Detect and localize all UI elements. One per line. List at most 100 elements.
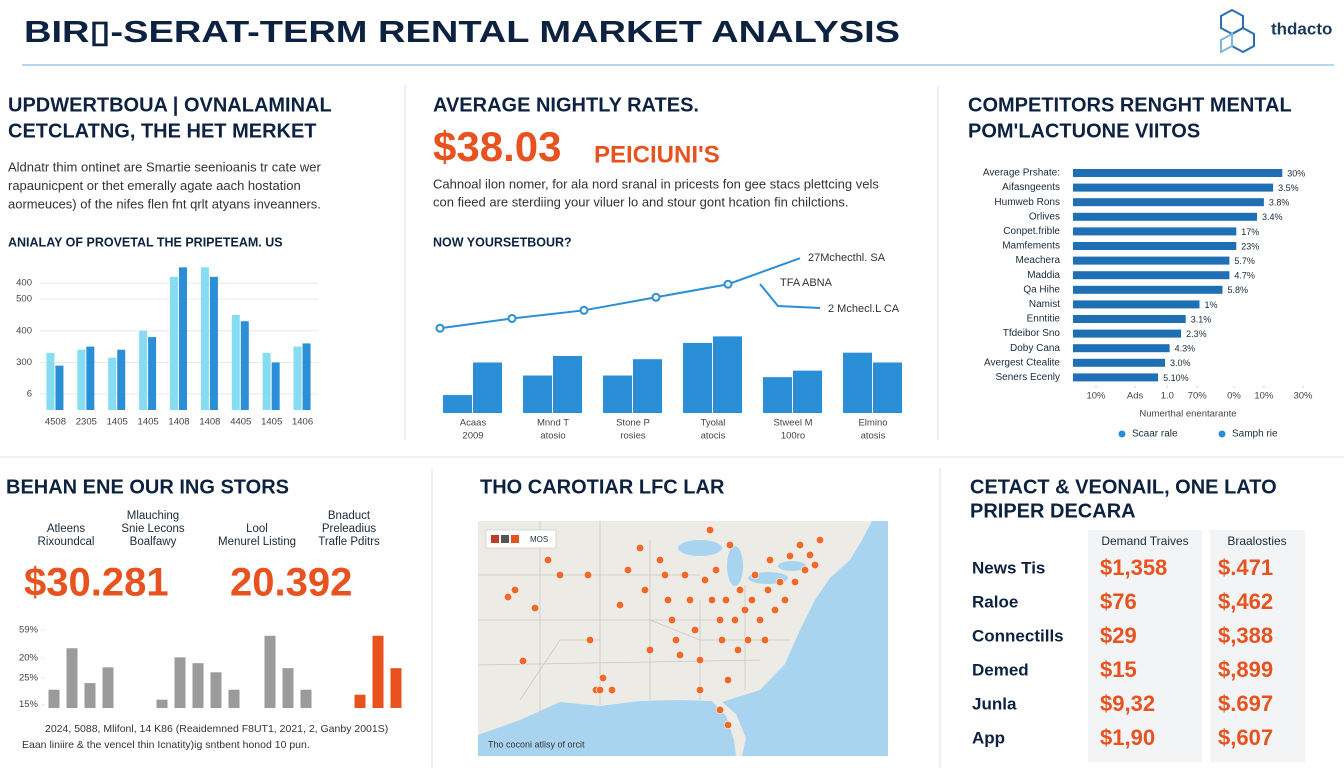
footnote: Eaan liniire & the vencel thin Icnatity)… <box>22 739 310 751</box>
map-marker <box>635 543 645 553</box>
y-tick-label: 400 <box>16 278 32 289</box>
bar <box>209 276 218 410</box>
x-tick-label: 10% <box>1254 391 1274 402</box>
description: aormeuces) of the nifes flen fnt qrlt at… <box>8 196 321 211</box>
value-label: 23% <box>1241 241 1259 251</box>
legend-label: Samph rie <box>1232 429 1278 440</box>
bar <box>302 343 311 410</box>
x-tick-label: 2009 <box>462 431 483 442</box>
map-marker <box>740 605 750 615</box>
map-marker <box>780 595 790 605</box>
map-marker <box>723 675 733 685</box>
map-marker <box>735 585 745 595</box>
map-marker <box>510 585 520 595</box>
panel-title: CETACT & VEONAIL, ONE LATO <box>970 476 1277 498</box>
bar <box>1073 242 1237 250</box>
bar-label: Aifasngeents <box>1002 182 1060 193</box>
bar <box>192 663 204 708</box>
row-label: App <box>972 728 1005 747</box>
map-marker <box>730 615 740 625</box>
map-marker <box>715 615 725 625</box>
map-marker <box>795 540 805 550</box>
bar <box>102 667 114 708</box>
bar-label: Meachera <box>1016 255 1061 266</box>
x-tick-label: Tyolal <box>701 418 726 429</box>
bar <box>1073 169 1283 177</box>
panel-title: UPDWERTBOUA | OVNALAMINAL <box>8 94 332 116</box>
map-marker <box>747 595 757 605</box>
bar <box>48 689 60 708</box>
bar <box>86 346 95 410</box>
map-marker <box>790 577 800 587</box>
bar <box>282 668 294 708</box>
column-label: Lool <box>246 523 268 535</box>
map-marker <box>671 635 681 645</box>
bar-label: Qa Hihe <box>1023 284 1060 295</box>
legend-label: Scaar rale <box>1132 429 1178 440</box>
bar <box>46 352 55 410</box>
x-tick-label: 10% <box>1086 391 1106 402</box>
column-label: Snie Lecons <box>121 523 185 535</box>
bar <box>390 668 402 708</box>
map-marker <box>503 592 513 602</box>
logo-text: thdacto <box>1271 19 1332 38</box>
bar <box>1073 271 1230 280</box>
panel-title: POM'LACTUONE VIITOS <box>968 120 1200 142</box>
map-marker <box>645 645 655 655</box>
cell-value: $1,90 <box>1100 725 1155 750</box>
y-tick-label: 20% <box>19 653 39 664</box>
bar-label: Humweb Rons <box>994 197 1060 208</box>
x-tick-label: atosio <box>540 431 565 442</box>
panel-title: CETCLATNG, THE HET MERKET <box>8 120 317 142</box>
x-tick-label: atosis <box>861 431 886 442</box>
map-marker <box>585 635 595 645</box>
cell-value: $,462 <box>1218 589 1273 614</box>
column-header: Demand Traives <box>1101 534 1188 548</box>
map-marker <box>555 570 565 580</box>
bar <box>1073 212 1257 221</box>
page-title: BIR▯-SERAT-TERM RENTAL MARKET ANALYSIS <box>24 14 900 49</box>
x-tick-label: Mnnd T <box>537 418 569 429</box>
map-caption: Tho coconi atlisy of orcit <box>488 739 585 749</box>
bar-label: Orlives <box>1029 211 1060 222</box>
map-marker <box>715 705 725 715</box>
y-tick-label: 300 <box>16 357 32 368</box>
bar-label: Enntitie <box>1027 314 1061 325</box>
map-marker <box>695 655 705 665</box>
cell-value: $76 <box>1100 589 1137 614</box>
bar-label: Avergest Ctealite <box>984 357 1060 368</box>
x-tick-label: 1405 <box>107 417 128 428</box>
bar <box>200 267 209 410</box>
stat-value: $30.281 <box>24 561 169 605</box>
cell-value: $.471 <box>1218 555 1273 580</box>
bar <box>1073 256 1230 265</box>
bar <box>443 395 472 413</box>
bar <box>1073 373 1159 382</box>
annotation: TFA ABNA <box>780 277 833 289</box>
bar <box>1073 183 1274 192</box>
bar <box>1073 358 1165 367</box>
y-tick-label: 6 <box>27 389 32 400</box>
map-marker <box>717 635 727 645</box>
map-legend: MOS <box>530 535 548 544</box>
value-label: 2.3% <box>1186 329 1207 339</box>
x-tick-label: 4508 <box>45 417 66 428</box>
bar <box>1073 198 1264 207</box>
column-bg <box>1088 530 1202 762</box>
column-label: Boalfawy <box>130 536 177 548</box>
bar-label: Maddia <box>1027 270 1060 281</box>
cell-value: $,899 <box>1218 657 1273 682</box>
annotation: 2 Mchecl.L CA <box>828 303 900 315</box>
y-tick-label: 15% <box>19 699 39 710</box>
bar-label: Conpet.frible <box>1003 226 1060 237</box>
bar <box>84 683 96 708</box>
map-marker <box>685 595 695 605</box>
map-marker <box>721 595 731 605</box>
bar-label: Seners Ecenly <box>996 372 1060 383</box>
x-tick-label: Stone P <box>616 418 650 429</box>
logo-icon <box>1220 8 1255 54</box>
headline-stat: $38.03 <box>433 123 561 170</box>
description: Cahnoal ilon nomer, for ala nord sranal … <box>433 176 879 191</box>
cell-value: $,388 <box>1218 623 1273 648</box>
map-marker <box>623 565 633 575</box>
